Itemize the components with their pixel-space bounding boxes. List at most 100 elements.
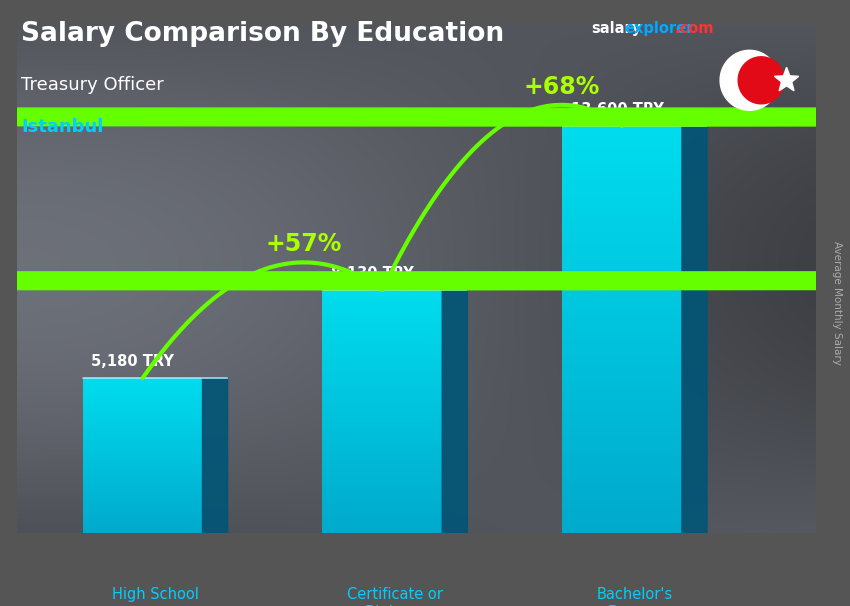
Bar xyxy=(562,253,682,258)
Bar xyxy=(82,425,202,427)
Bar xyxy=(562,482,682,487)
Text: 13,600 TRY: 13,600 TRY xyxy=(570,102,664,117)
Bar xyxy=(322,473,442,476)
Text: salary: salary xyxy=(591,21,641,36)
Bar xyxy=(82,506,202,508)
Bar xyxy=(322,454,442,457)
Bar xyxy=(562,187,682,192)
Bar xyxy=(562,396,682,401)
Bar xyxy=(322,433,442,436)
Bar xyxy=(562,385,682,391)
Bar xyxy=(82,465,202,467)
Bar xyxy=(82,435,202,436)
Bar xyxy=(82,508,202,510)
Bar xyxy=(82,430,202,433)
Polygon shape xyxy=(682,126,707,533)
Bar xyxy=(322,497,442,500)
Bar xyxy=(322,311,442,314)
Bar xyxy=(562,493,682,498)
Bar xyxy=(562,182,682,187)
Bar xyxy=(562,462,682,467)
Text: Istanbul: Istanbul xyxy=(21,118,104,136)
Bar xyxy=(82,384,202,386)
Bar xyxy=(82,407,202,409)
Bar xyxy=(322,500,442,503)
Bar xyxy=(82,477,202,479)
Bar xyxy=(322,351,442,354)
Bar xyxy=(562,162,682,167)
Polygon shape xyxy=(720,50,779,110)
Bar xyxy=(82,448,202,450)
Bar xyxy=(562,523,682,528)
Bar xyxy=(562,147,682,152)
Bar xyxy=(322,293,442,296)
Bar xyxy=(82,520,202,522)
Bar xyxy=(82,456,202,458)
Bar xyxy=(82,390,202,391)
Bar xyxy=(562,304,682,309)
Bar xyxy=(82,444,202,446)
Bar xyxy=(562,401,682,406)
Bar xyxy=(82,530,202,531)
Bar xyxy=(562,421,682,427)
Bar xyxy=(82,464,202,465)
Bar xyxy=(322,308,442,311)
Bar xyxy=(562,126,682,131)
Bar xyxy=(82,450,202,452)
Bar xyxy=(82,396,202,398)
Bar xyxy=(82,386,202,388)
Bar xyxy=(562,284,682,289)
Bar xyxy=(82,459,202,462)
Bar xyxy=(82,378,202,380)
Bar xyxy=(82,401,202,404)
Polygon shape xyxy=(0,272,850,290)
Polygon shape xyxy=(738,57,785,104)
Bar xyxy=(322,415,442,418)
Bar xyxy=(82,479,202,481)
Bar xyxy=(322,369,442,372)
Polygon shape xyxy=(0,108,850,126)
Bar xyxy=(322,530,442,533)
Bar xyxy=(562,198,682,202)
Bar xyxy=(82,391,202,394)
Bar xyxy=(562,243,682,248)
Bar xyxy=(562,228,682,233)
Bar xyxy=(322,448,442,451)
Text: Certificate or
Diploma: Certificate or Diploma xyxy=(347,587,443,606)
Bar xyxy=(322,506,442,509)
Bar xyxy=(82,467,202,469)
Bar xyxy=(562,518,682,523)
Bar xyxy=(322,330,442,333)
Bar xyxy=(322,302,442,305)
Text: explorer: explorer xyxy=(625,21,694,36)
Bar xyxy=(322,402,442,405)
Bar xyxy=(562,289,682,294)
Bar xyxy=(562,360,682,365)
Bar xyxy=(322,521,442,524)
Bar xyxy=(82,446,202,448)
Bar xyxy=(82,496,202,498)
Bar xyxy=(322,305,442,308)
Bar xyxy=(562,508,682,513)
Bar xyxy=(562,136,682,141)
Bar xyxy=(562,202,682,207)
Bar xyxy=(562,447,682,452)
Bar xyxy=(322,375,442,378)
Bar xyxy=(82,413,202,415)
Bar xyxy=(322,430,442,433)
Bar xyxy=(322,418,442,421)
Text: Bachelor's
Degree: Bachelor's Degree xyxy=(597,587,672,606)
Bar xyxy=(82,440,202,442)
Bar xyxy=(322,411,442,415)
Bar xyxy=(562,355,682,360)
Bar xyxy=(82,483,202,485)
Bar xyxy=(562,427,682,431)
Bar xyxy=(562,264,682,268)
Bar xyxy=(562,279,682,284)
Bar xyxy=(82,473,202,475)
Bar xyxy=(322,512,442,515)
Bar xyxy=(322,345,442,348)
Bar xyxy=(562,156,682,162)
Bar xyxy=(562,141,682,147)
Bar xyxy=(322,384,442,387)
